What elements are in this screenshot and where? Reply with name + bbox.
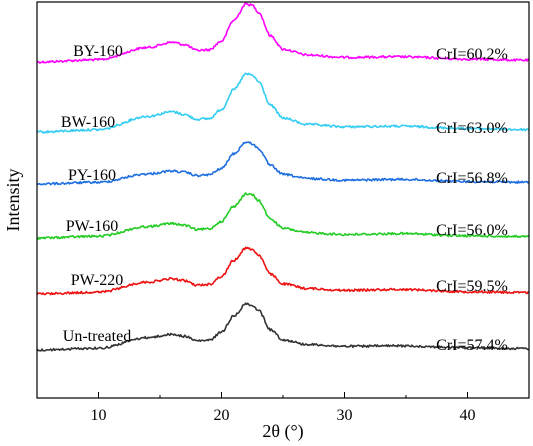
x-tick-label: 20 (214, 407, 230, 424)
x-tick-label: 40 (460, 407, 476, 424)
y-axis-title: Intensity (3, 169, 23, 232)
cri-annotation: CrI=56.0% (436, 222, 508, 239)
series-line-pw-160 (36, 192, 530, 240)
tick-layer: 10 20 30 40 (36, 392, 530, 424)
cri-annotation: CrI=63.0% (436, 120, 508, 137)
series-name-label: PW-220 (71, 272, 123, 289)
x-axis-title: 2θ (°) (262, 421, 303, 442)
series-line-py-160 (36, 141, 530, 186)
series-line-un-treated (36, 302, 530, 352)
series-line-by-160 (36, 2, 530, 64)
series-name-label: Un-treated (63, 328, 131, 345)
series-line-pw-220 (36, 246, 530, 296)
x-tick-label: 30 (337, 407, 353, 424)
series-name-label: BY-160 (73, 43, 123, 60)
cri-annotation: CrI=57.4% (436, 337, 508, 354)
x-tick-label: 10 (91, 407, 107, 424)
series-layer (36, 2, 530, 352)
series-name-label: BW-160 (61, 114, 115, 131)
cri-annotation: CrI=56.8% (436, 170, 508, 187)
series-line-bw-160 (36, 72, 530, 134)
cri-annotation: CrI=59.5% (436, 278, 508, 295)
label-layer: BY-160 CrI=60.2% BW-160 CrI=63.0% PY-160 CrI=… (61, 43, 508, 354)
series-name-label: PW-160 (66, 218, 118, 235)
cri-annotation: CrI=60.2% (436, 46, 508, 63)
series-name-label: PY-160 (68, 167, 116, 184)
